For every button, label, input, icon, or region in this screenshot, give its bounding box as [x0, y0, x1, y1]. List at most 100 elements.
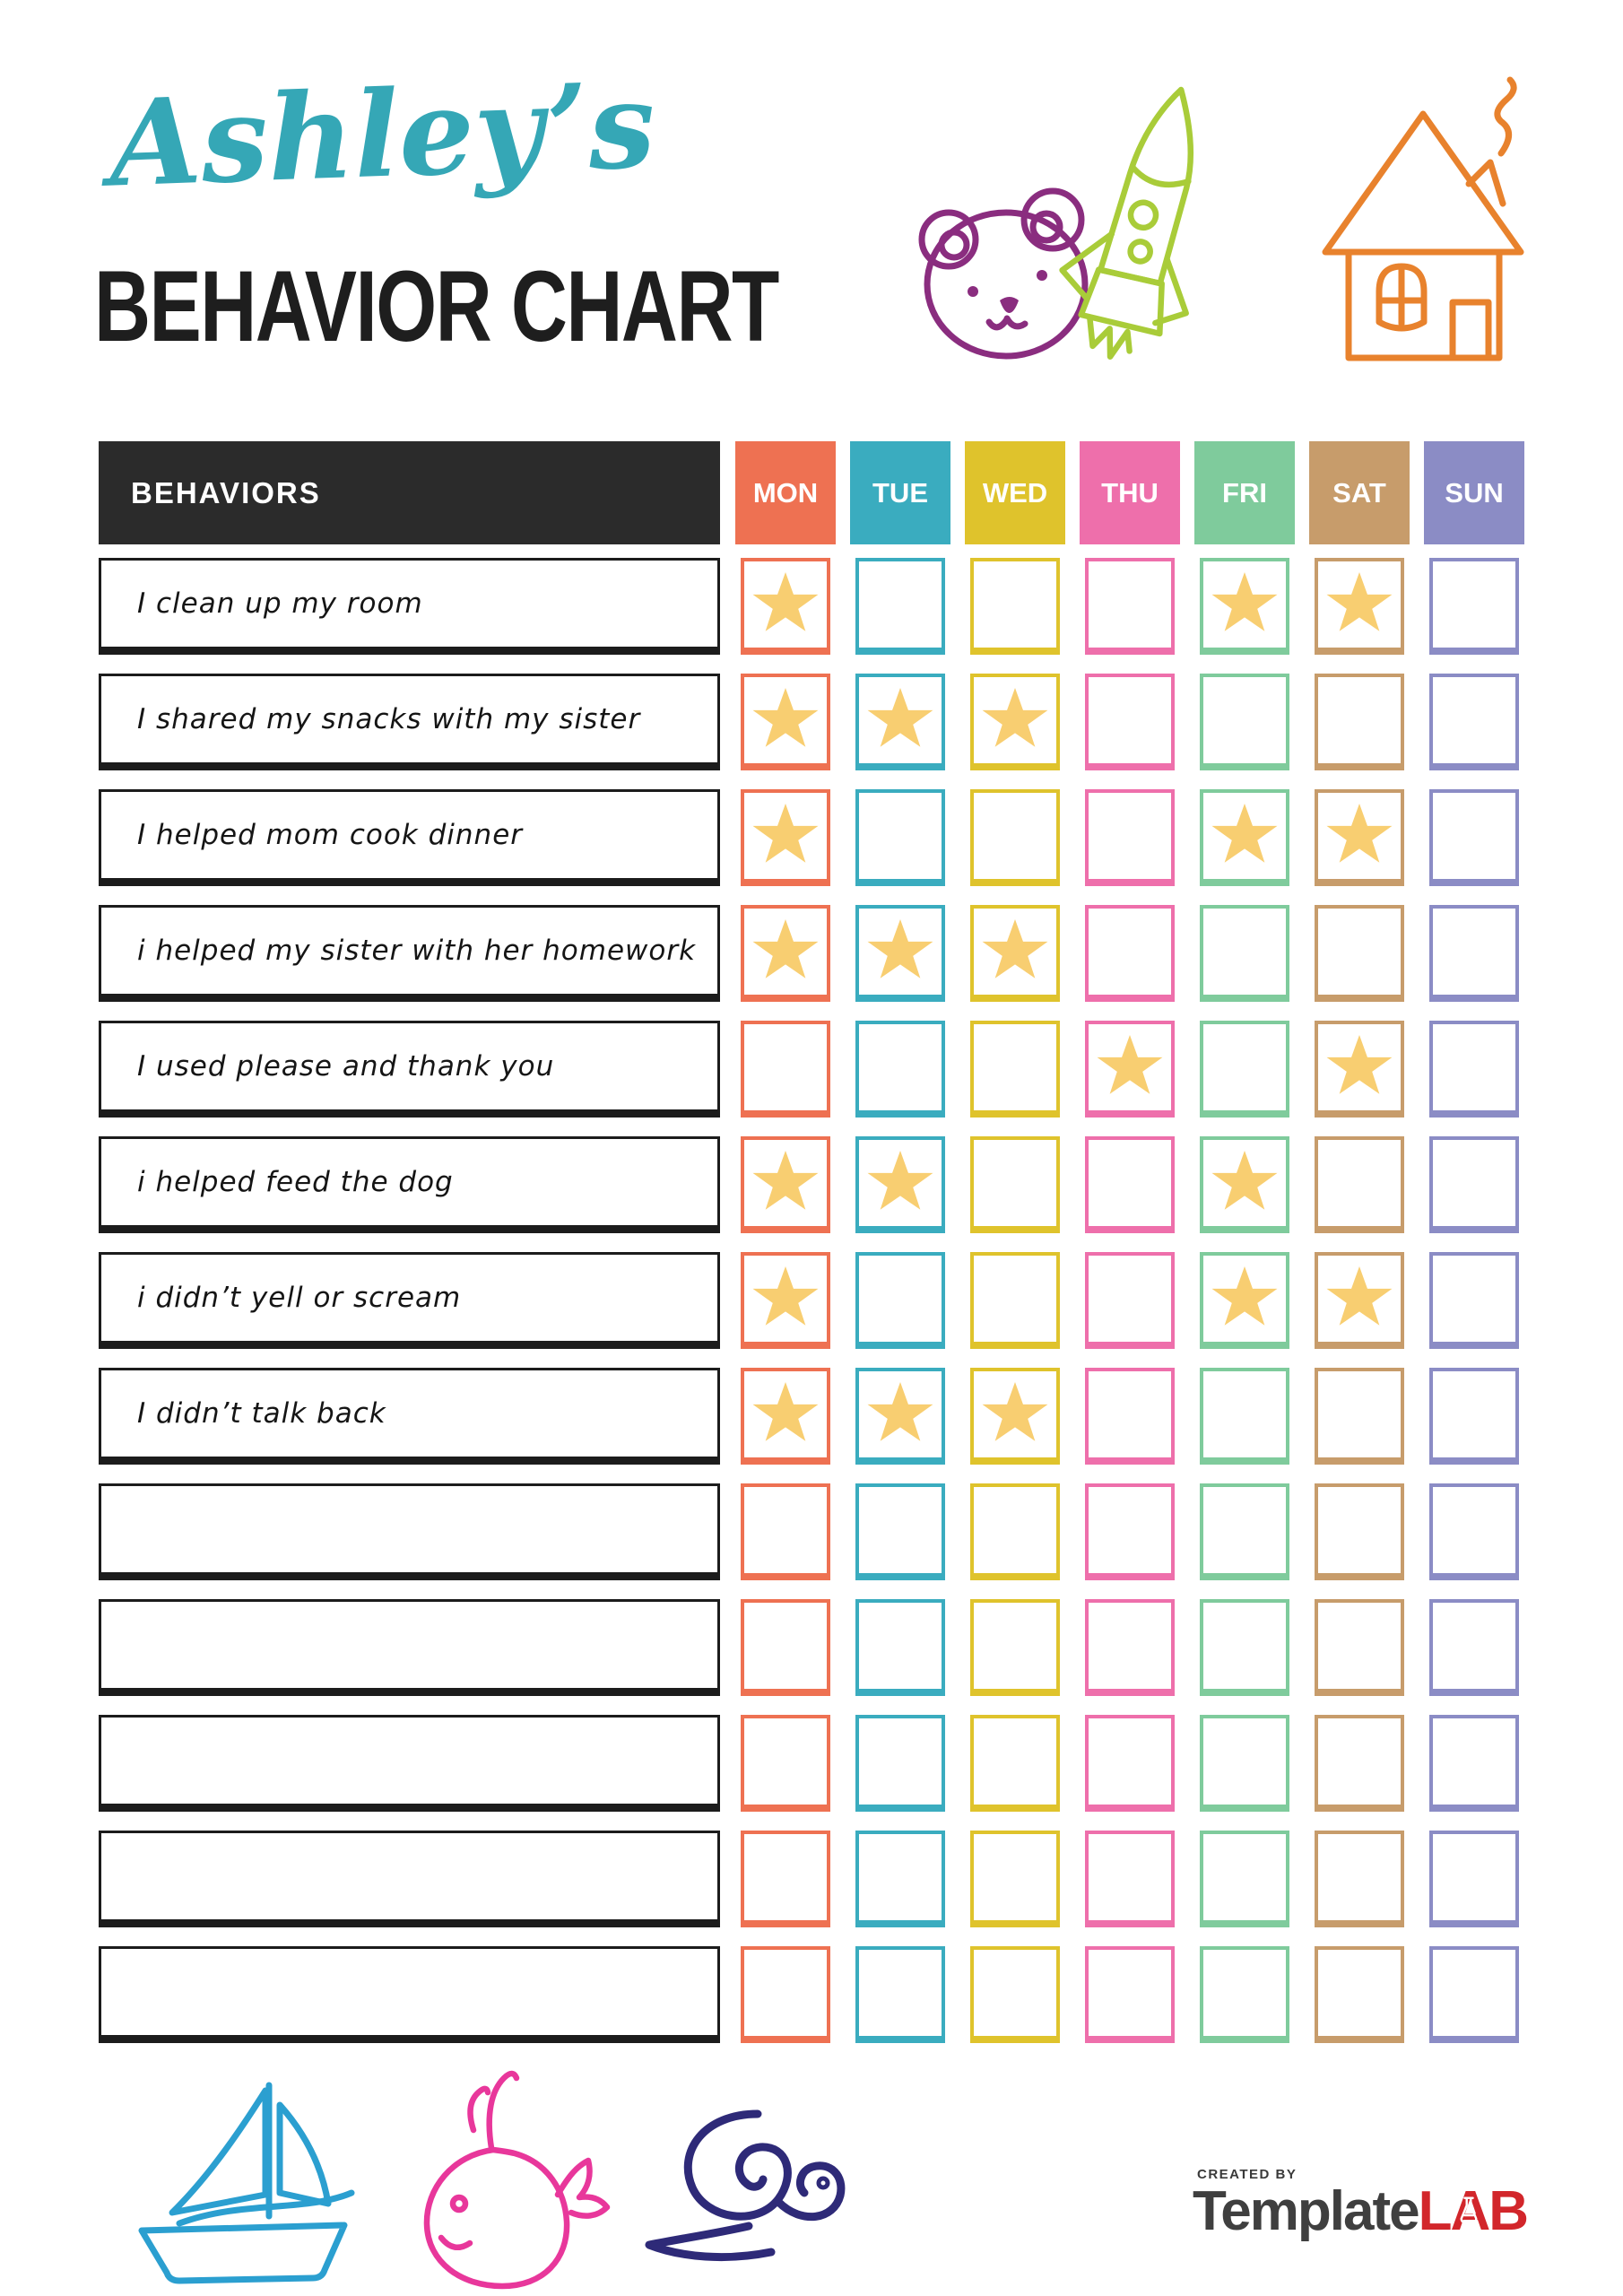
- day-cell-fri[interactable]: [1200, 1368, 1289, 1465]
- day-header-tue: TUE: [850, 441, 950, 544]
- day-cell-sun[interactable]: [1429, 905, 1519, 1002]
- day-cell-thu[interactable]: [1085, 558, 1175, 655]
- day-cell-sat[interactable]: [1315, 905, 1404, 1002]
- day-cell-wed[interactable]: [970, 1483, 1060, 1580]
- day-cell-wed[interactable]: [970, 674, 1060, 770]
- day-cell-tue[interactable]: [855, 674, 945, 770]
- day-cell-sat[interactable]: [1315, 789, 1404, 886]
- day-cell-thu[interactable]: [1085, 789, 1175, 886]
- day-cell-wed[interactable]: [970, 1136, 1060, 1233]
- day-cell-sat[interactable]: [1315, 558, 1404, 655]
- day-cell-fri[interactable]: [1200, 1021, 1289, 1118]
- brand-name: TemplateLAB: [1193, 2182, 1529, 2240]
- day-cell-sat[interactable]: [1315, 1368, 1404, 1465]
- day-cell-fri[interactable]: [1200, 1483, 1289, 1580]
- day-cell-tue[interactable]: [855, 558, 945, 655]
- day-cell-mon[interactable]: [741, 789, 830, 886]
- day-cell-sun[interactable]: [1429, 789, 1519, 886]
- day-cell-mon[interactable]: [741, 1831, 830, 1927]
- day-cell-mon[interactable]: [741, 1021, 830, 1118]
- day-cell-wed[interactable]: [970, 1599, 1060, 1696]
- day-cell-thu[interactable]: [1085, 905, 1175, 1002]
- day-cell-mon[interactable]: [741, 1483, 830, 1580]
- day-cell-mon[interactable]: [741, 1599, 830, 1696]
- day-cell-wed[interactable]: [970, 1252, 1060, 1349]
- day-cell-wed[interactable]: [970, 1831, 1060, 1927]
- bear-icon: [922, 191, 1085, 356]
- day-cell-sun[interactable]: [1429, 1599, 1519, 1696]
- day-cell-thu[interactable]: [1085, 1136, 1175, 1233]
- day-cell-mon[interactable]: [741, 1368, 830, 1465]
- day-cell-fri[interactable]: [1200, 1136, 1289, 1233]
- day-cell-fri[interactable]: [1200, 1252, 1289, 1349]
- day-cell-sat[interactable]: [1315, 674, 1404, 770]
- day-cell-thu[interactable]: [1085, 1715, 1175, 1812]
- day-cell-sat[interactable]: [1315, 1831, 1404, 1927]
- day-cell-sun[interactable]: [1429, 674, 1519, 770]
- day-cell-tue[interactable]: [855, 1368, 945, 1465]
- day-cell-wed[interactable]: [970, 1021, 1060, 1118]
- day-cell-tue[interactable]: [855, 1252, 945, 1349]
- day-cell-tue[interactable]: [855, 789, 945, 886]
- day-cell-sat[interactable]: [1315, 1715, 1404, 1812]
- day-cell-tue[interactable]: [855, 1831, 945, 1927]
- star-icon: [982, 1382, 1048, 1441]
- day-cell-fri[interactable]: [1200, 905, 1289, 1002]
- day-cell-fri[interactable]: [1200, 1599, 1289, 1696]
- day-cell-fri[interactable]: [1200, 1715, 1289, 1812]
- day-cell-thu[interactable]: [1085, 1252, 1175, 1349]
- day-cell-sun[interactable]: [1429, 1946, 1519, 2043]
- day-cell-sat[interactable]: [1315, 1483, 1404, 1580]
- day-cell-fri[interactable]: [1200, 1831, 1289, 1927]
- day-cell-tue[interactable]: [855, 1021, 945, 1118]
- day-cell-thu[interactable]: [1085, 674, 1175, 770]
- day-cell-sun[interactable]: [1429, 1483, 1519, 1580]
- day-cell-sun[interactable]: [1429, 1252, 1519, 1349]
- day-cell-fri[interactable]: [1200, 1946, 1289, 2043]
- day-cell-sun[interactable]: [1429, 1715, 1519, 1812]
- day-cell-sat[interactable]: [1315, 1136, 1404, 1233]
- day-cell-tue[interactable]: [855, 1715, 945, 1812]
- day-cell-tue[interactable]: [855, 1599, 945, 1696]
- day-cell-tue[interactable]: [855, 1946, 945, 2043]
- star-icon: [1211, 804, 1278, 863]
- day-cell-mon[interactable]: [741, 905, 830, 1002]
- day-cell-wed[interactable]: [970, 1368, 1060, 1465]
- day-cell-tue[interactable]: [855, 1136, 945, 1233]
- day-cell-mon[interactable]: [741, 1715, 830, 1812]
- day-cell-mon[interactable]: [741, 558, 830, 655]
- day-cell-sun[interactable]: [1429, 1136, 1519, 1233]
- day-cell-sat[interactable]: [1315, 1946, 1404, 2043]
- day-cell-sun[interactable]: [1429, 1831, 1519, 1927]
- day-cell-wed[interactable]: [970, 1946, 1060, 2043]
- bottom-doodles: [126, 2058, 861, 2293]
- day-cell-tue[interactable]: [855, 1483, 945, 1580]
- star-icon: [867, 1382, 933, 1441]
- day-cell-sat[interactable]: [1315, 1599, 1404, 1696]
- day-cell-thu[interactable]: [1085, 1946, 1175, 2043]
- day-cell-sun[interactable]: [1429, 558, 1519, 655]
- day-cell-wed[interactable]: [970, 789, 1060, 886]
- day-cell-thu[interactable]: [1085, 1831, 1175, 1927]
- day-cell-mon[interactable]: [741, 1136, 830, 1233]
- day-cell-fri[interactable]: [1200, 674, 1289, 770]
- day-cell-tue[interactable]: [855, 905, 945, 1002]
- day-cell-thu[interactable]: [1085, 1599, 1175, 1696]
- day-cell-sun[interactable]: [1429, 1021, 1519, 1118]
- star-icon: [1326, 804, 1393, 863]
- day-cell-mon[interactable]: [741, 1946, 830, 2043]
- day-cell-mon[interactable]: [741, 674, 830, 770]
- day-cell-thu[interactable]: [1085, 1021, 1175, 1118]
- day-cell-thu[interactable]: [1085, 1483, 1175, 1580]
- day-cell-thu[interactable]: [1085, 1368, 1175, 1465]
- day-cell-wed[interactable]: [970, 1715, 1060, 1812]
- day-cell-wed[interactable]: [970, 905, 1060, 1002]
- day-cell-sat[interactable]: [1315, 1252, 1404, 1349]
- day-cell-sat[interactable]: [1315, 1021, 1404, 1118]
- day-cell-fri[interactable]: [1200, 789, 1289, 886]
- day-cell-wed[interactable]: [970, 558, 1060, 655]
- star-icon: [752, 688, 819, 747]
- day-cell-fri[interactable]: [1200, 558, 1289, 655]
- day-cell-mon[interactable]: [741, 1252, 830, 1349]
- day-cell-sun[interactable]: [1429, 1368, 1519, 1465]
